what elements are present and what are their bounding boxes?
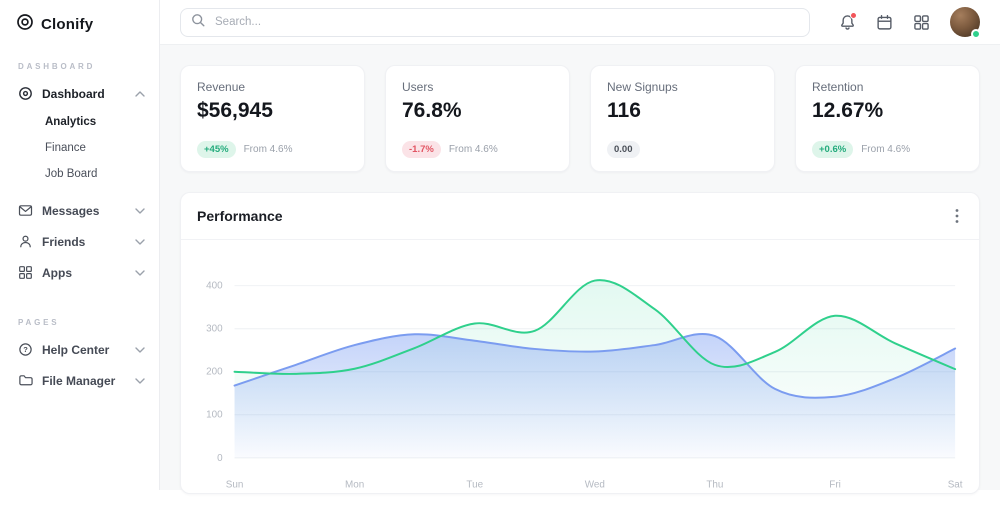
trend-badge: 0.00 — [607, 140, 640, 158]
sidebar-item-label: Messages — [42, 203, 100, 218]
sidebar-item-label: Help Center — [42, 342, 110, 357]
stat-title: Users — [402, 80, 434, 94]
chevron-down-icon — [135, 269, 145, 276]
sidebar-item-apps[interactable]: Apps — [0, 257, 159, 288]
svg-text:Tue: Tue — [466, 480, 483, 491]
sidebar: Clonify DASHBOARD Dashboard Analytics Fi… — [0, 0, 160, 490]
chevron-up-icon — [135, 90, 145, 97]
chevron-down-icon — [135, 346, 145, 353]
bell-icon — [841, 14, 854, 30]
notification-dot — [850, 11, 857, 19]
avatar[interactable] — [950, 7, 981, 39]
sidebar-item-file-manager[interactable]: File Manager — [0, 365, 159, 396]
svg-text:Thu: Thu — [706, 480, 723, 491]
performance-panel: Performance 0 100 200 300 400 Sun Mon Tue Wed Thu… — [180, 192, 980, 495]
messages-icon — [18, 203, 33, 218]
sidebar-item-label: Dashboard — [42, 86, 105, 101]
svg-text:Sun: Sun — [226, 480, 244, 491]
sidebar-item-friends[interactable]: Friends — [0, 226, 159, 257]
search-input[interactable] — [213, 15, 799, 29]
topbar-actions — [839, 7, 981, 39]
svg-text:Wed: Wed — [585, 480, 605, 491]
friends-icon — [18, 234, 33, 249]
chart-canvas: 0 100 200 300 400 Sun Mon Tue Wed Thu Fri Sat — [206, 279, 963, 491]
svg-text:100: 100 — [206, 410, 223, 421]
svg-text:Mon: Mon — [345, 480, 364, 491]
help-icon: ? — [18, 342, 33, 357]
notifications-button[interactable] — [839, 11, 857, 31]
trend-badge: -1.7% — [402, 140, 441, 158]
chevron-down-icon — [135, 377, 145, 384]
panel-header: Performance — [181, 193, 979, 240]
search-box[interactable] — [180, 7, 810, 37]
kebab-icon — [955, 209, 959, 223]
logo-text: Clonify — [41, 16, 94, 33]
svg-text:?: ? — [23, 345, 28, 354]
chevron-down-icon — [135, 207, 145, 214]
calendar-icon — [877, 14, 892, 30]
stat-value: $56,945 — [197, 99, 273, 122]
svg-text:200: 200 — [206, 367, 223, 378]
panel-title: Performance — [197, 208, 283, 224]
sidebar-item-help-center[interactable]: ? Help Center — [0, 334, 159, 365]
stat-title: Retention — [812, 80, 864, 94]
topbar — [160, 0, 1000, 45]
calendar-button[interactable] — [876, 14, 893, 31]
sidebar-item-label: Friends — [42, 234, 86, 249]
svg-text:Fri: Fri — [829, 480, 841, 491]
logo[interactable]: Clonify — [0, 0, 159, 46]
stat-cards-row: Revenue $56,945 +45% From 4.6% Users 76.… — [180, 65, 980, 172]
apps-grid-icon — [18, 265, 33, 280]
sidebar-item-analytics[interactable]: Analytics — [45, 116, 97, 128]
sidebar-item-label: File Manager — [42, 373, 116, 388]
main-area: Revenue $56,945 +45% From 4.6% Users 76.… — [160, 0, 1000, 495]
online-status-dot — [971, 29, 981, 39]
sidebar-item-label: Apps — [42, 265, 72, 280]
app-window: Clonify DASHBOARD Dashboard Analytics Fi… — [0, 0, 1000, 495]
stat-card-users[interactable]: Users 76.8% -1.7% From 4.6% — [385, 65, 570, 172]
svg-text:Sat: Sat — [948, 480, 963, 491]
stat-title: New Signups — [607, 80, 678, 94]
folder-icon — [18, 373, 33, 388]
stat-value: 116 — [607, 99, 641, 122]
more-options-button[interactable] — [951, 206, 963, 226]
search-icon — [191, 13, 205, 32]
apps-grid-icon — [914, 14, 929, 30]
svg-text:0: 0 — [217, 453, 223, 464]
stat-value: 12.67% — [812, 99, 884, 122]
logo-icon — [16, 13, 34, 36]
trend-badge: +0.6% — [812, 140, 854, 158]
svg-text:400: 400 — [206, 281, 223, 292]
dashboard-icon — [18, 86, 33, 101]
performance-chart: 0 100 200 300 400 Sun Mon Tue Wed Thu Fri Sat — [181, 240, 979, 493]
stat-value: 76.8% — [402, 99, 462, 122]
stat-title: Revenue — [197, 80, 246, 94]
svg-text:300: 300 — [206, 324, 223, 335]
stat-card-new-signups[interactable]: New Signups 116 0.00 — [590, 65, 775, 172]
stat-card-revenue[interactable]: Revenue $56,945 +45% From 4.6% — [180, 65, 365, 172]
sidebar-item-job-board[interactable]: Job Board — [45, 168, 98, 180]
apps-launcher-button[interactable] — [913, 14, 930, 31]
chevron-down-icon — [135, 238, 145, 245]
sidebar-section-pages: PAGES — [18, 318, 60, 327]
sidebar-item-finance[interactable]: Finance — [45, 142, 86, 154]
sidebar-item-messages[interactable]: Messages — [0, 195, 159, 226]
content: Revenue $56,945 +45% From 4.6% Users 76.… — [160, 45, 1000, 514]
sidebar-section-dashboard: DASHBOARD — [18, 62, 96, 71]
stat-note: From 4.6% — [448, 143, 498, 155]
trend-badge: +45% — [197, 140, 236, 158]
stat-note: From 4.6% — [243, 143, 293, 155]
sidebar-item-dashboard[interactable]: Dashboard — [0, 78, 159, 109]
stat-note: From 4.6% — [861, 143, 911, 155]
stat-card-retention[interactable]: Retention 12.67% +0.6% From 4.6% — [795, 65, 980, 172]
